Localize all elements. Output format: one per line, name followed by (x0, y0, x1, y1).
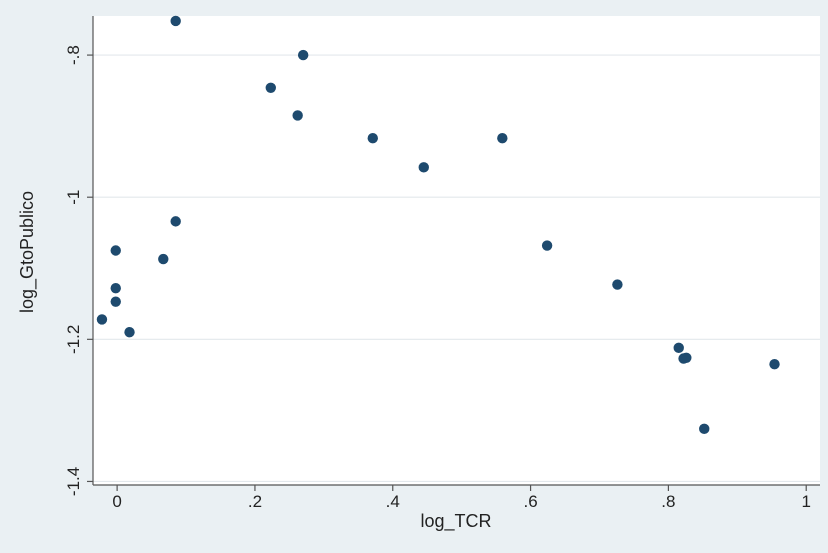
data-point (769, 358, 780, 370)
y-tick-label: -1 (64, 190, 83, 205)
y-axis-ticks: -1.4 -1.2 -1 -.8 (64, 45, 93, 496)
x-tick-label: .4 (386, 492, 400, 511)
data-point (497, 133, 508, 144)
plot-area (93, 16, 820, 485)
data-point (110, 282, 121, 294)
data-point (418, 162, 429, 173)
x-axis-ticks: 0 .2 .4 .6 .8 1 (112, 485, 811, 511)
grid-lines (93, 54, 820, 483)
data-point (541, 240, 553, 251)
data-point (612, 279, 623, 290)
data-point (681, 352, 692, 364)
data-point (292, 110, 303, 121)
data-point (297, 49, 309, 61)
data-points (96, 15, 780, 435)
y-axis-title: log_GtoPublico (17, 191, 38, 313)
y-tick-label: -1.2 (64, 325, 83, 354)
data-point (124, 327, 135, 338)
y-tick-label: -.8 (64, 45, 83, 65)
data-point (699, 423, 710, 435)
data-point (110, 245, 121, 256)
data-point (673, 342, 684, 354)
x-tick-label: .8 (661, 492, 675, 511)
data-point (170, 216, 181, 227)
y-tick-label: -1.4 (64, 467, 83, 496)
x-tick-label: 1 (801, 492, 810, 511)
x-tick-label: .2 (248, 492, 262, 511)
x-axis-title: log_TCR (420, 511, 491, 532)
data-point (367, 133, 378, 144)
data-point (170, 15, 181, 27)
x-tick-label: .6 (523, 492, 537, 511)
data-point (110, 296, 121, 307)
x-tick-label: 0 (112, 492, 121, 511)
data-point (158, 253, 169, 265)
data-point (265, 82, 276, 93)
data-point (96, 314, 108, 325)
